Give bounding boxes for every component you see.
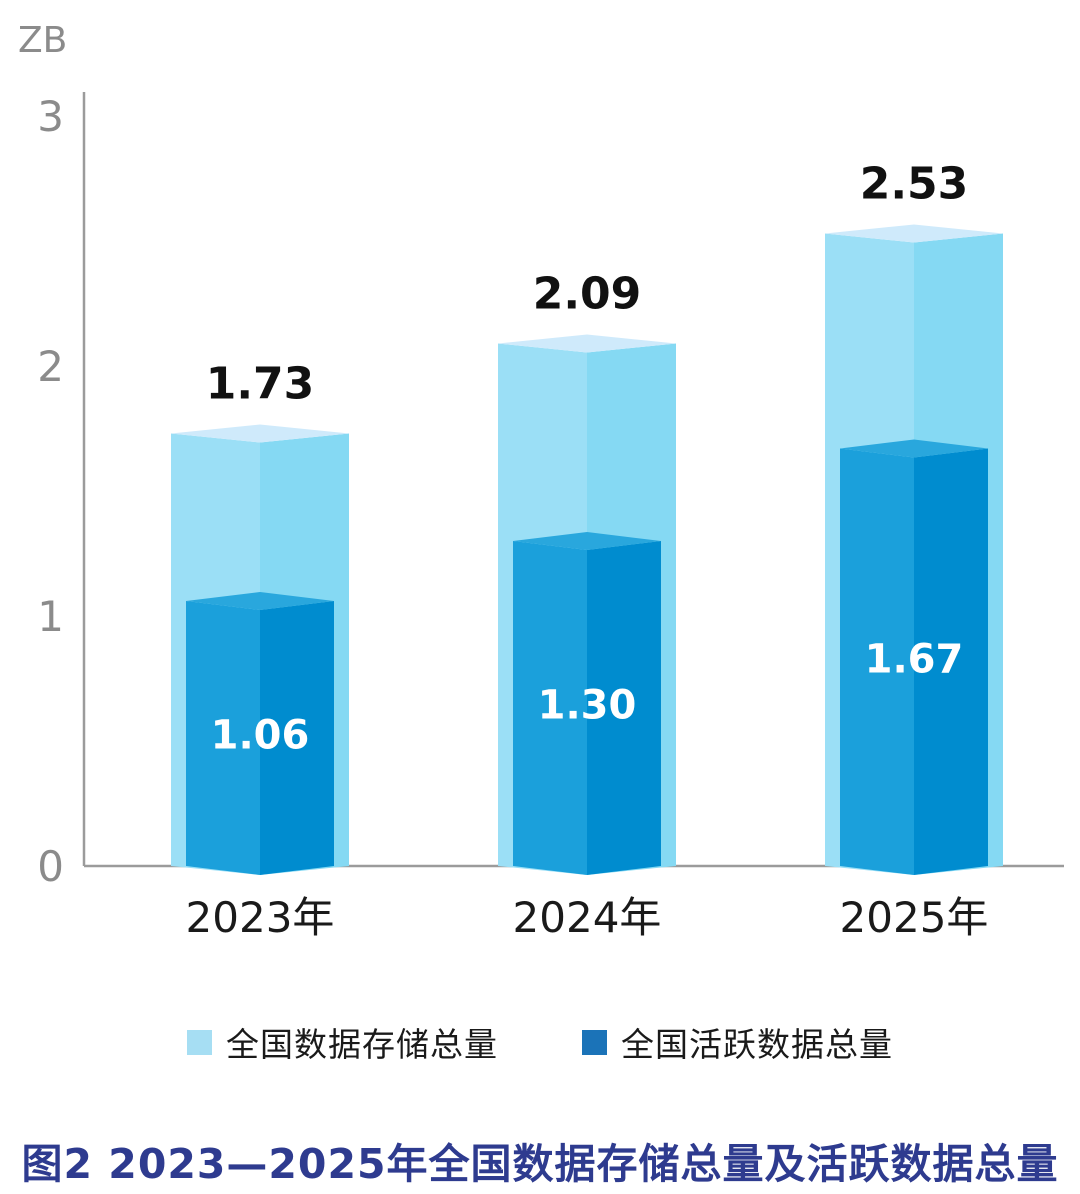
legend-label: 全国数据存储总量 [226,1025,498,1064]
legend-item-active-total: 全国活跃数据总量 [582,1018,893,1066]
total-value-label: 2.53 [860,159,969,210]
active-data-bar-top-face [186,592,334,610]
active-value-label: 1.30 [538,683,637,729]
legend-swatch-light-icon [187,1029,212,1055]
active-data-bar-top-face [513,532,661,550]
y-tick-label: 2 [37,342,64,391]
legend-item-storage-total: 全国数据存储总量 [187,1018,498,1066]
y-tick-label: 3 [37,92,64,141]
active-data-bar-left-face [840,448,914,875]
total-value-label: 2.09 [533,269,642,320]
x-category-label: 2024年 [513,893,662,942]
bar-chart: ZB 0 1 2 3 1.73 1.06 2023年 2.09 1.30 2024年 2.53 1.67… [18,20,1064,942]
active-value-label: 1.06 [211,713,310,759]
storage-total-bar-top-face [825,224,1003,243]
y-axis-unit-label: ZB [18,20,67,61]
y-tick-label: 0 [37,842,64,891]
legend-label: 全国活跃数据总量 [621,1025,893,1064]
y-tick-label: 1 [37,592,64,641]
figure-caption: 图2 2023—2025年全国数据存储总量及活跃数据总量 [21,1140,1059,1188]
active-value-label: 1.67 [865,636,964,682]
active-data-bar-right-face [587,541,661,875]
legend-swatch-dark-icon [582,1029,607,1055]
active-data-bar-right-face [914,448,988,875]
x-category-label: 2023年 [186,893,335,942]
active-data-bar-top-face [840,439,988,458]
total-value-label: 1.73 [206,359,315,410]
storage-total-bar-top-face [498,334,676,353]
storage-total-bar-top-face [171,424,349,443]
active-data-bar-left-face [186,601,260,875]
legend: 全国数据存储总量 全国活跃数据总量 [0,1018,1080,1066]
x-category-label: 2025年 [840,893,989,942]
active-data-bar-left-face [513,541,587,875]
active-data-bar-right-face [260,601,334,875]
